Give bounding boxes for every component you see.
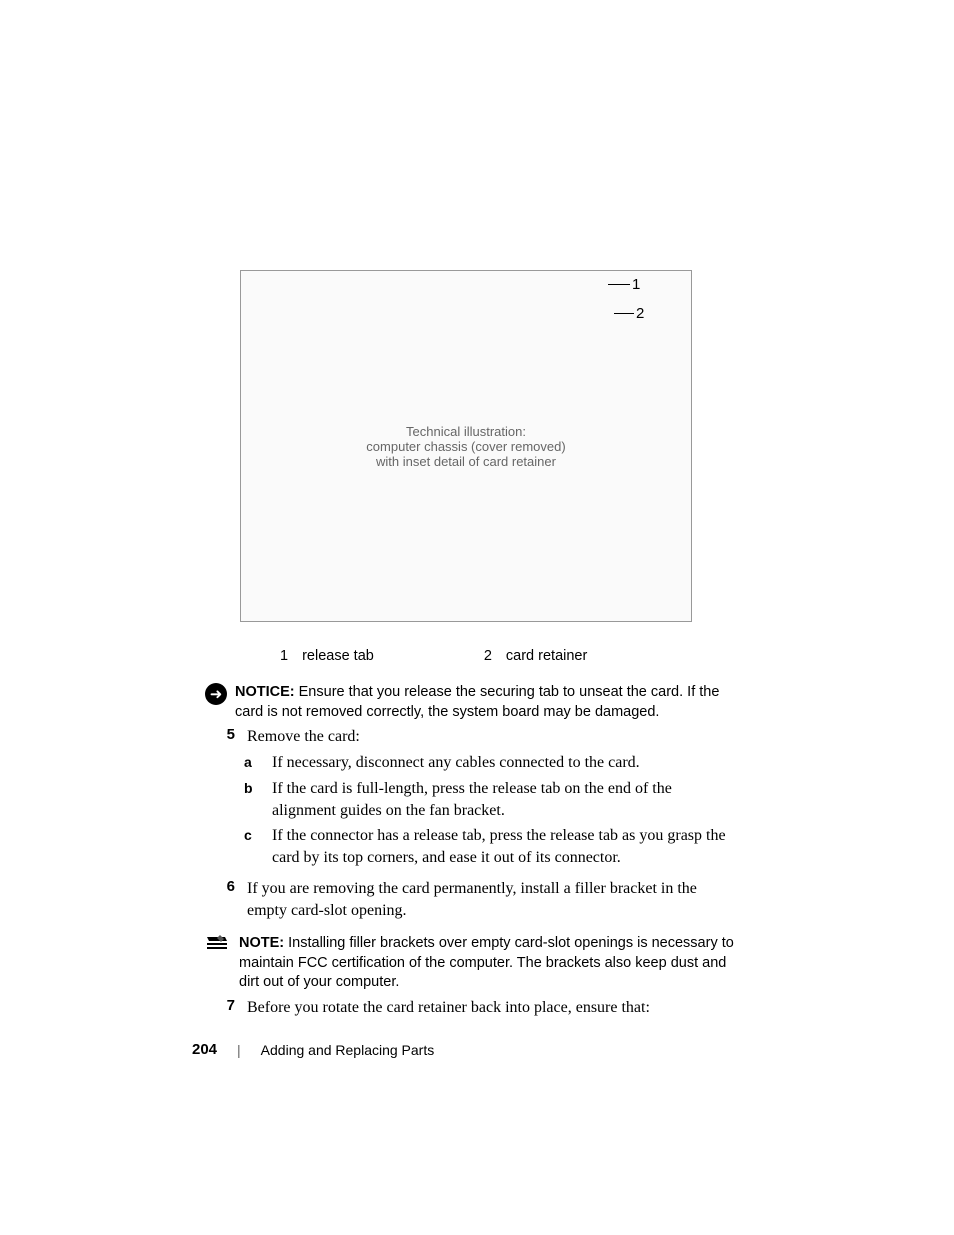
step-6-num: 6 bbox=[205, 878, 235, 895]
notice-block: ➜ NOTICE: Ensure that you release the se… bbox=[205, 683, 745, 722]
legend-1-label: release tab bbox=[302, 648, 374, 664]
legend-2-num: 2 bbox=[484, 648, 492, 664]
figure-legend: 1 release tab 2 card retainer bbox=[280, 648, 587, 664]
legend-item-1: 1 release tab bbox=[280, 648, 374, 664]
note-text: NOTE: Installing filler brackets over em… bbox=[239, 934, 745, 993]
notice-text: NOTICE: Ensure that you release the secu… bbox=[235, 683, 745, 722]
step-7-text: Before you rotate the card retainer back… bbox=[247, 997, 650, 1019]
page-number: 204 bbox=[192, 1041, 217, 1058]
substep-5a: a If necessary, disconnect any cables co… bbox=[244, 752, 744, 774]
notice-body: Ensure that you release the securing tab… bbox=[235, 684, 719, 720]
substep-5b-text: If the card is full-length, press the re… bbox=[272, 778, 734, 821]
note-pencil-icon bbox=[205, 935, 229, 953]
substep-5a-text: If necessary, disconnect any cables conn… bbox=[272, 752, 640, 774]
substep-5b: b If the card is full-length, press the … bbox=[244, 778, 734, 821]
substep-5c-letter: c bbox=[244, 827, 256, 843]
footer-section: Adding and Replacing Parts bbox=[261, 1042, 435, 1058]
step-5-text: Remove the card: bbox=[247, 726, 360, 748]
step-7-num: 7 bbox=[205, 997, 235, 1014]
step-6: 6 If you are removing the card permanent… bbox=[205, 878, 745, 921]
figure-placeholder-text: Technical illustration: computer chassis… bbox=[366, 424, 565, 469]
note-block: NOTE: Installing filler brackets over em… bbox=[205, 934, 745, 993]
substep-5b-letter: b bbox=[244, 780, 256, 796]
page-footer: 204 | Adding and Replacing Parts bbox=[192, 1041, 434, 1058]
step-6-text: If you are removing the card permanently… bbox=[247, 878, 737, 921]
notice-label: NOTICE: bbox=[235, 684, 295, 700]
note-body: Installing filler brackets over empty ca… bbox=[239, 935, 734, 990]
callout-2-leader bbox=[614, 313, 634, 314]
legend-2-label: card retainer bbox=[506, 648, 587, 664]
substep-5a-letter: a bbox=[244, 754, 256, 770]
callout-1-num: 1 bbox=[632, 276, 640, 293]
figure-placeholder: Technical illustration: computer chassis… bbox=[240, 270, 692, 622]
substep-5c: c If the connector has a release tab, pr… bbox=[244, 825, 744, 868]
legend-item-2: 2 card retainer bbox=[484, 648, 587, 664]
legend-1-num: 1 bbox=[280, 648, 288, 664]
notice-arrow-icon: ➜ bbox=[205, 683, 227, 705]
note-label: NOTE: bbox=[239, 935, 284, 951]
step-5: 5 Remove the card: bbox=[205, 726, 745, 748]
step-7: 7 Before you rotate the card retainer ba… bbox=[205, 997, 745, 1019]
callout-2-num: 2 bbox=[636, 305, 644, 322]
footer-divider: | bbox=[237, 1042, 241, 1058]
callout-1-leader bbox=[608, 284, 630, 285]
chassis-illustration: Technical illustration: computer chassis… bbox=[240, 270, 690, 620]
substep-5c-text: If the connector has a release tab, pres… bbox=[272, 825, 744, 868]
step-5-num: 5 bbox=[205, 726, 235, 743]
